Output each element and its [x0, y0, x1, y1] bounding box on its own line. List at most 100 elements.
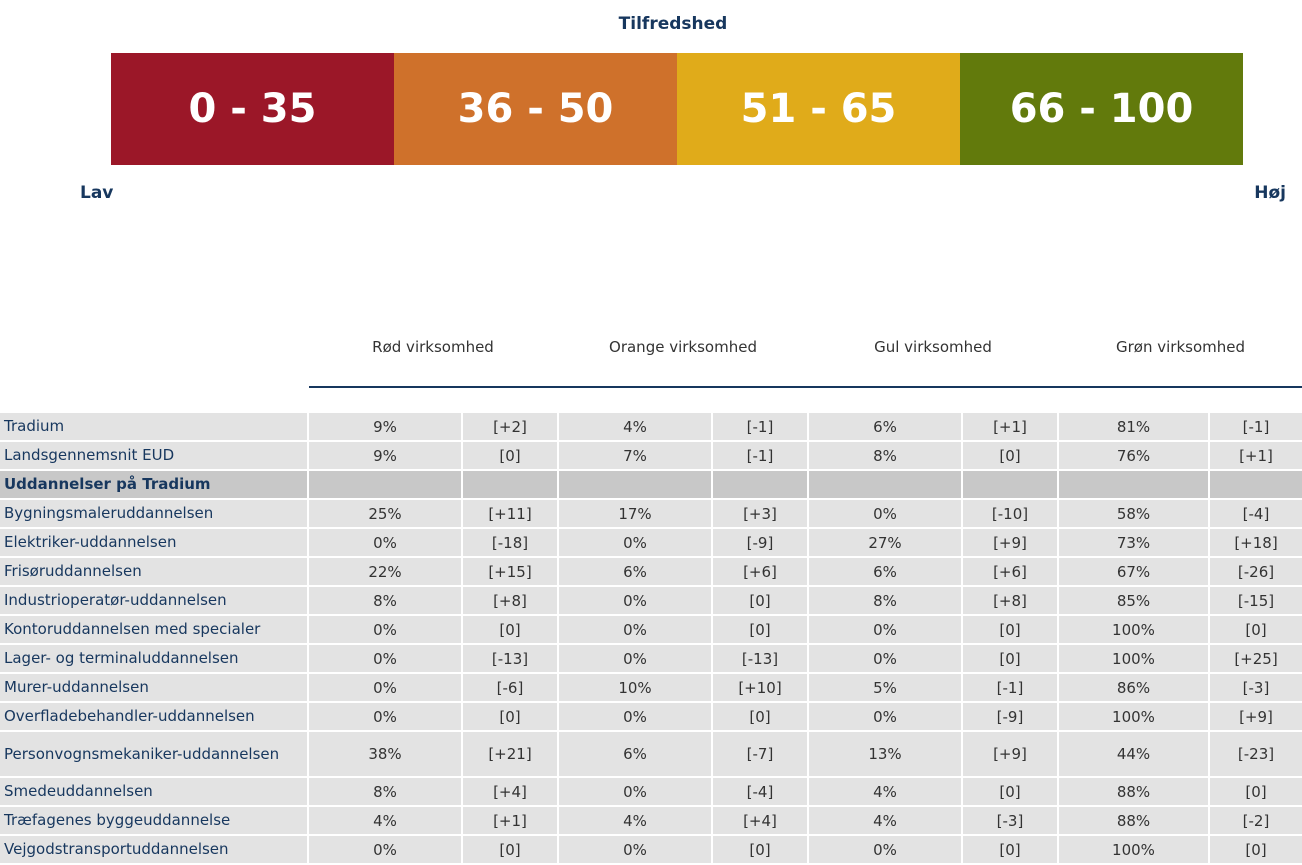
table-cell: 58% [1059, 500, 1208, 527]
table-cell: [+6] [713, 558, 807, 585]
table-cell: 0% [809, 703, 961, 730]
table-cell: [-26] [1210, 558, 1302, 585]
table-cell: 0% [309, 674, 461, 701]
table-cell: [-3] [963, 807, 1057, 834]
high-label: Høj [1254, 183, 1286, 203]
table-cell: [-2] [1210, 807, 1302, 834]
table-cell: [0] [713, 836, 807, 863]
table-cell: [+10] [713, 674, 807, 701]
table-cell: [+9] [963, 529, 1057, 556]
table-cell: [0] [1210, 778, 1302, 805]
table-cell: 22% [309, 558, 461, 585]
table-cell: 25% [309, 500, 461, 527]
scale-segment: 66 - 100 [960, 53, 1243, 165]
table-cell: [-10] [963, 500, 1057, 527]
table-cell: 0% [309, 529, 461, 556]
table-cell: 17% [559, 500, 711, 527]
table-cell [1059, 471, 1208, 498]
table-cell: [-4] [713, 778, 807, 805]
table-cell: 86% [1059, 674, 1208, 701]
table-cell: [+9] [963, 732, 1057, 776]
table-cell: [-23] [1210, 732, 1302, 776]
row-label: Frisøruddannelsen [0, 558, 307, 585]
table-cell: 85% [1059, 587, 1208, 614]
table-cell: 10% [559, 674, 711, 701]
table-cell: [-1] [713, 413, 807, 440]
table-cell: [-9] [713, 529, 807, 556]
row-label: Tradium [0, 413, 307, 440]
table-cell: [-1] [1210, 413, 1302, 440]
row-label: Lager- og terminaluddannelsen [0, 645, 307, 672]
table-cell: 9% [309, 413, 461, 440]
table-cell: 0% [809, 645, 961, 672]
table-cell: 81% [1059, 413, 1208, 440]
table-cell: 88% [1059, 778, 1208, 805]
table-cell: [0] [713, 703, 807, 730]
table-cell: 44% [1059, 732, 1208, 776]
table-cell: 4% [559, 413, 711, 440]
table-cell: [0] [713, 616, 807, 643]
table-cell: 0% [559, 616, 711, 643]
table-cell: 0% [559, 645, 711, 672]
table-cell: 6% [809, 413, 961, 440]
table-cell: [-1] [963, 674, 1057, 701]
table-cell [809, 471, 961, 498]
table-cell: [+25] [1210, 645, 1302, 672]
row-label: Landsgennemsnit EUD [0, 442, 307, 469]
table-cell: [0] [963, 645, 1057, 672]
table-cell: [-9] [963, 703, 1057, 730]
table-cell: [0] [463, 616, 557, 643]
table-cell: 8% [809, 442, 961, 469]
table-cell: [-15] [1210, 587, 1302, 614]
table-cell: [-13] [463, 645, 557, 672]
row-label: Elektriker-uddannelsen [0, 529, 307, 556]
table-cell [463, 471, 557, 498]
column-header: Gul virksomhed [874, 338, 992, 356]
table-cell: [0] [1210, 616, 1302, 643]
table-cell: 100% [1059, 616, 1208, 643]
table-cell: 67% [1059, 558, 1208, 585]
table-cell [559, 471, 711, 498]
table-cell: 0% [559, 587, 711, 614]
scale-bar: 0 - 35 36 - 50 51 - 65 66 - 100 [111, 53, 1243, 165]
table-cell: [+8] [463, 587, 557, 614]
table-cell: [-4] [1210, 500, 1302, 527]
table-cell: [0] [963, 442, 1057, 469]
table-cell: [0] [463, 703, 557, 730]
table-cell: [+1] [963, 413, 1057, 440]
row-label: Industrioperatør-uddannelsen [0, 587, 307, 614]
table-cell: 0% [809, 836, 961, 863]
table-cell: [0] [463, 442, 557, 469]
table-cell: 100% [1059, 645, 1208, 672]
table-cell: 4% [559, 807, 711, 834]
table-cell: 0% [809, 500, 961, 527]
table-cell: 100% [1059, 703, 1208, 730]
table-cell: [0] [963, 836, 1057, 863]
table-cell: 0% [809, 616, 961, 643]
row-label: Bygningsmaleruddannelsen [0, 500, 307, 527]
row-label: Uddannelser på Tradium [0, 471, 307, 498]
table-cell: 0% [309, 703, 461, 730]
table-cell: [0] [463, 836, 557, 863]
table-cell: 76% [1059, 442, 1208, 469]
table-cell: [+3] [713, 500, 807, 527]
table-cell: [+9] [1210, 703, 1302, 730]
row-label: Smedeuddannelsen [0, 778, 307, 805]
table-cell: 9% [309, 442, 461, 469]
table-cell: [+18] [1210, 529, 1302, 556]
row-label: Murer-uddannelsen [0, 674, 307, 701]
table-cell: 6% [559, 558, 711, 585]
legend-title: Tilfredshed [618, 14, 728, 34]
table-cell: 0% [309, 836, 461, 863]
table-cell: [0] [963, 778, 1057, 805]
table-cell: [-6] [463, 674, 557, 701]
table-cell: 6% [809, 558, 961, 585]
scale-segment: 0 - 35 [111, 53, 394, 165]
table-cell: 13% [809, 732, 961, 776]
row-label: Vejgodstransportuddannelsen [0, 836, 307, 863]
table-cell: 6% [559, 732, 711, 776]
table-cell: [0] [713, 587, 807, 614]
table-cell: 5% [809, 674, 961, 701]
row-label: Træfagenes byggeuddannelse [0, 807, 307, 834]
